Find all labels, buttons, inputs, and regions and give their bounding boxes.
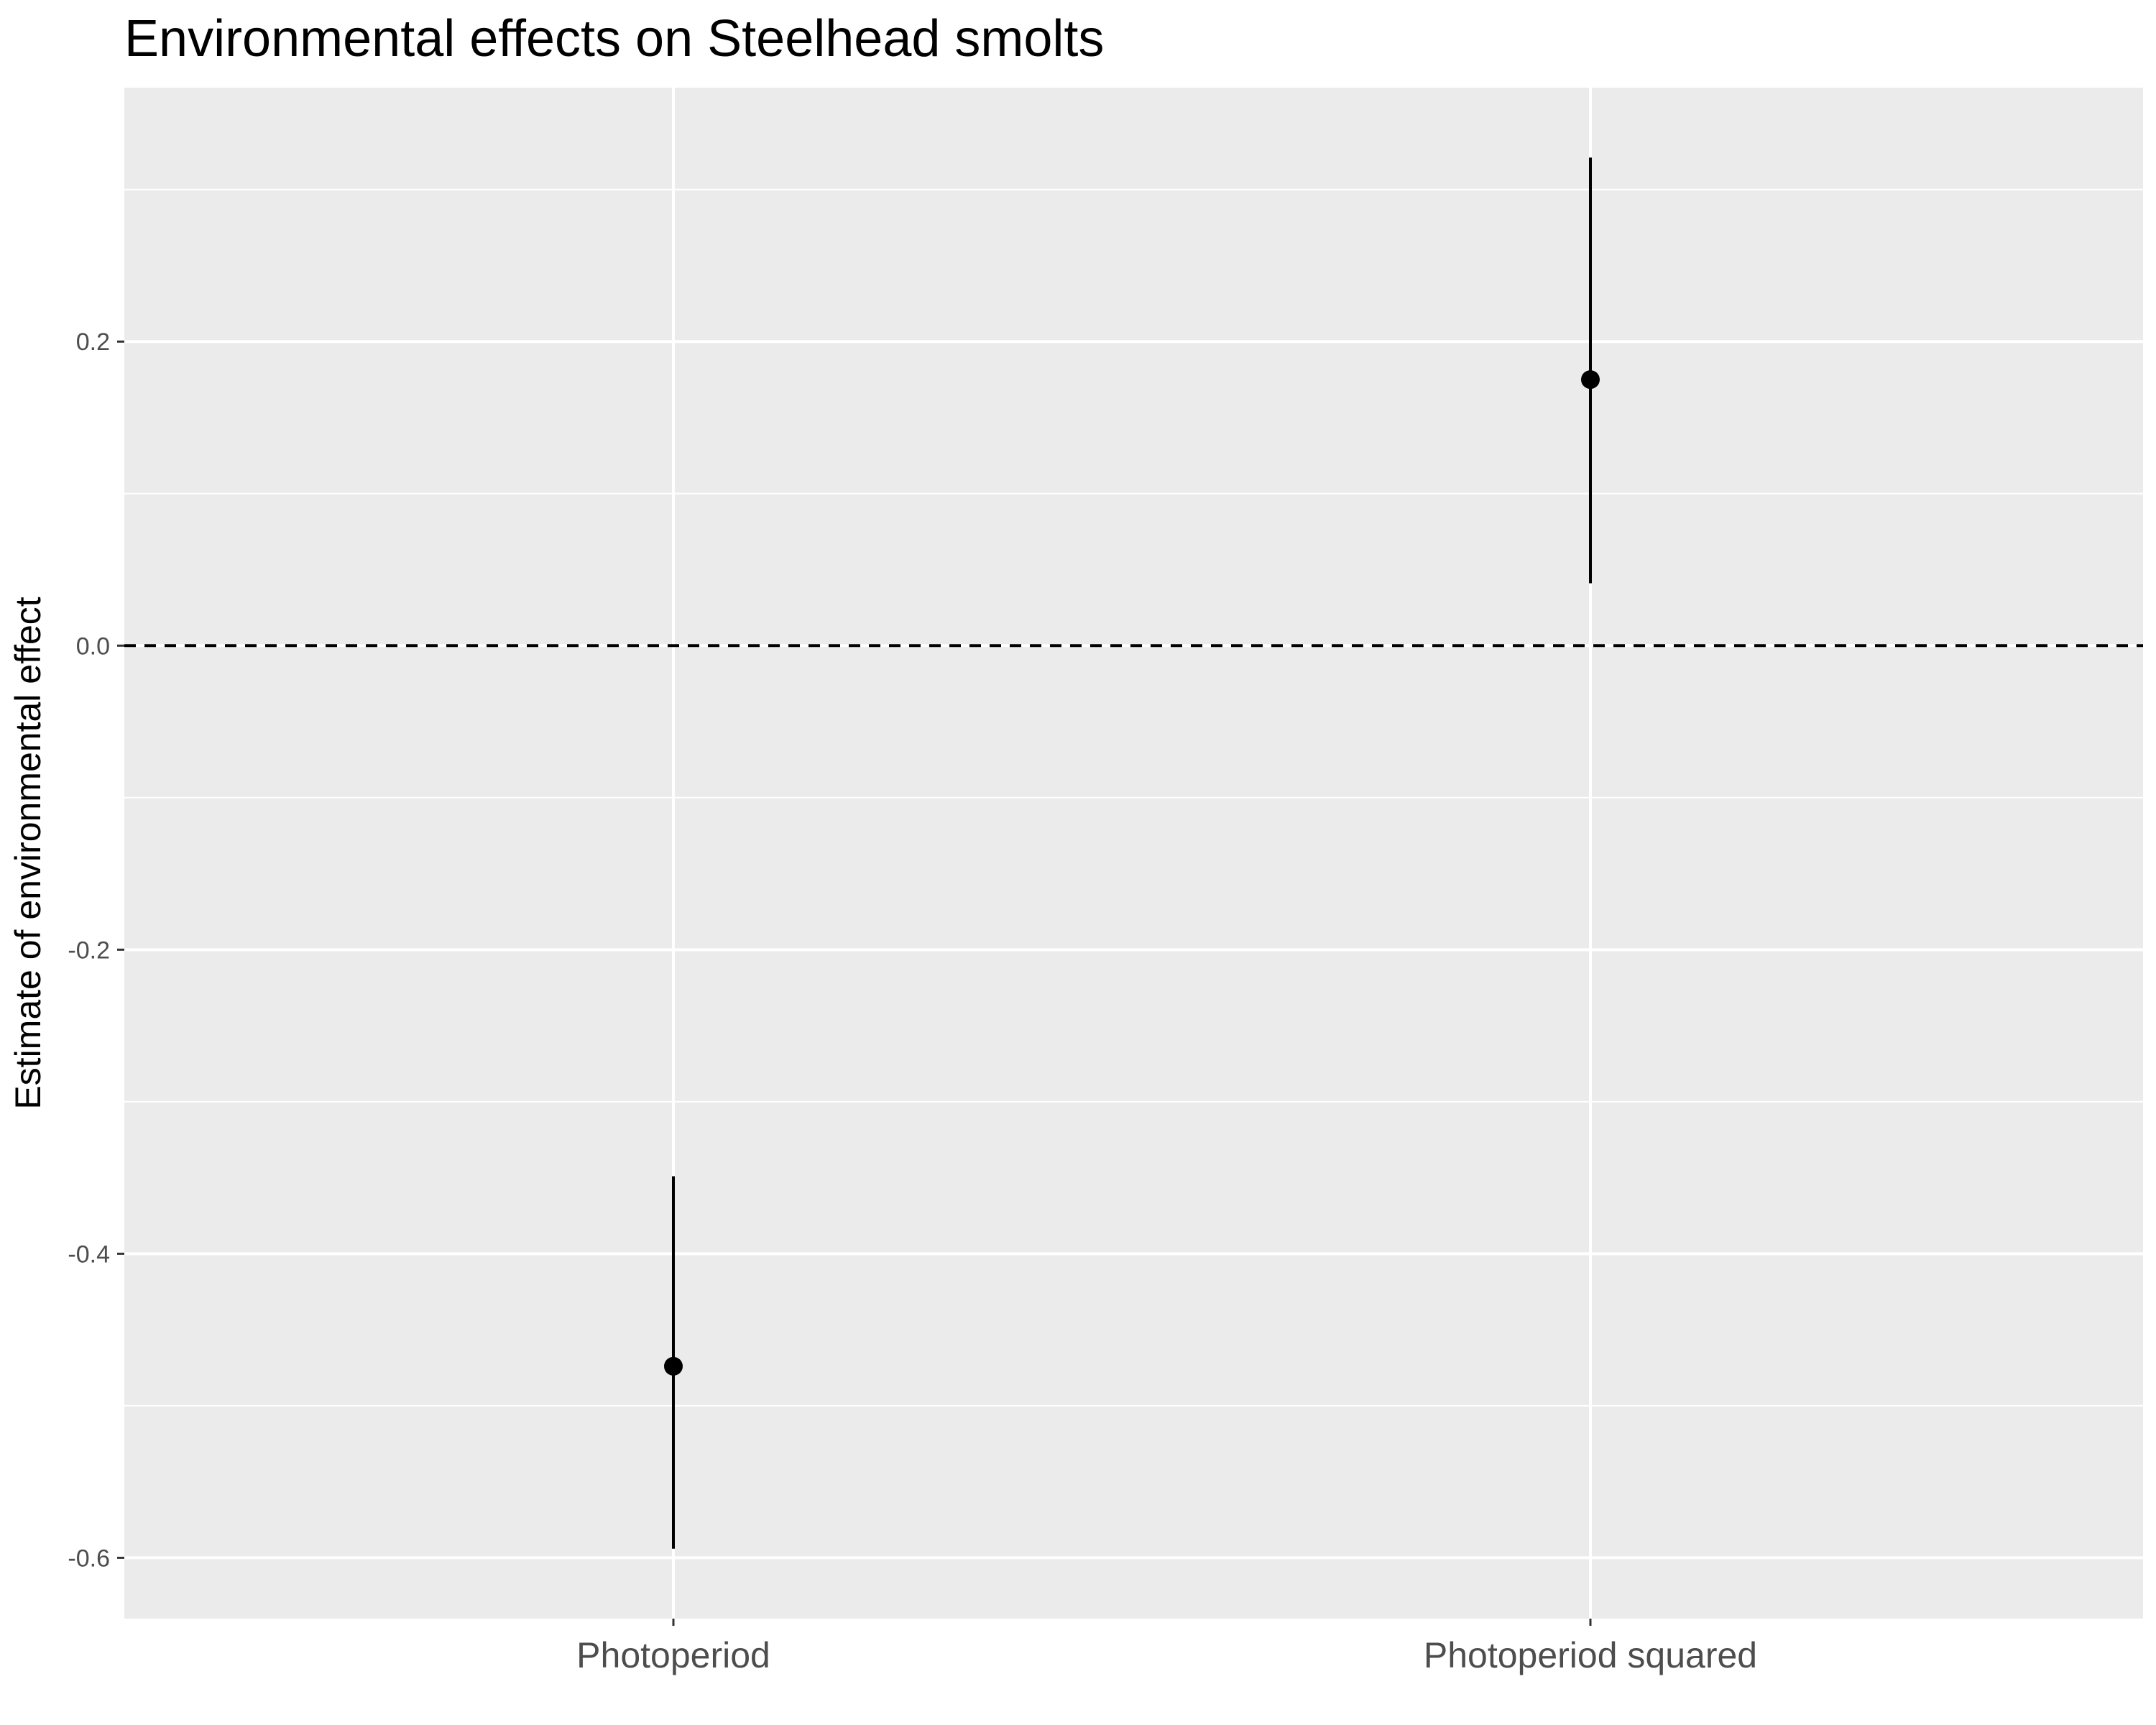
y-axis: -0.6 -0.4 -0.2 0.0 0.2 [68, 328, 124, 1572]
points [664, 370, 1600, 1376]
grid-minor-lines [124, 188, 2143, 1407]
x-axis: Photoperiod Photoperiod squared [576, 1619, 1757, 1675]
y-tick-label-2: -0.2 [68, 937, 110, 964]
y-tick-label-4: 0.2 [76, 328, 110, 356]
plot-panel [124, 88, 2143, 1619]
y-axis-title: Estimate of environmental effect [8, 597, 48, 1109]
x-tick-label-1: Photoperiod squared [1424, 1635, 1757, 1675]
y-tick-label-0: -0.6 [68, 1545, 110, 1572]
chart-title: Environmental effects on Steelhead smolt… [124, 10, 1104, 68]
y-tick-label-1: -0.4 [68, 1241, 110, 1268]
point-1 [1581, 370, 1600, 390]
y-tick-label-3: 0.0 [76, 632, 110, 660]
x-tick-label-0: Photoperiod [576, 1635, 770, 1675]
point-0 [664, 1356, 683, 1376]
